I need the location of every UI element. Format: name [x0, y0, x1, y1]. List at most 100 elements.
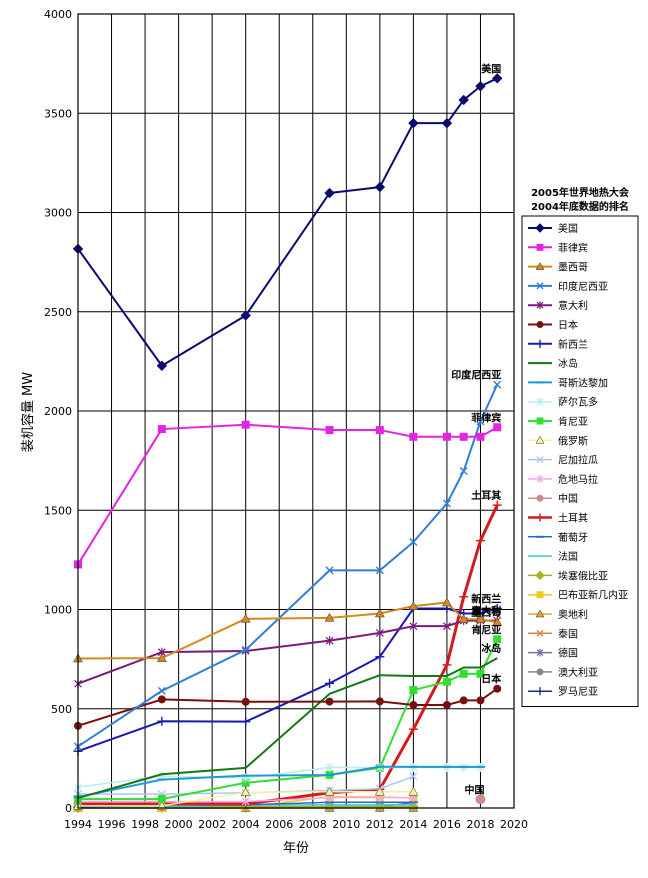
legend-label: 土耳其 [558, 512, 588, 525]
series-layer [74, 74, 502, 813]
legend-label: 澳大利亚 [558, 666, 598, 679]
y-tick-label: 3500 [44, 107, 72, 120]
legend-label: 萨尔瓦多 [558, 396, 598, 409]
series-16 [74, 501, 502, 809]
series-line [78, 689, 497, 726]
legend-label: 美国 [558, 222, 578, 235]
data-point [242, 698, 249, 705]
annotation-label: 土耳其 [471, 489, 501, 502]
axes: 0 500 1000 1500 2000 2500 3000 3500 4000 1994 1996… [44, 8, 528, 831]
data-point [460, 670, 467, 677]
y-axis-label: 装机容量 MW [20, 372, 36, 452]
legend-label: 肯尼亚 [558, 415, 588, 428]
data-point [326, 427, 333, 434]
x-tick-label: 2016 [433, 818, 461, 831]
data-point [537, 669, 543, 675]
legend-label: 巴布亚新几内亚 [558, 589, 628, 602]
data-point [241, 717, 250, 726]
legend-title: 2005年世界地热大会 [531, 186, 629, 199]
data-point [325, 679, 334, 688]
series-line [78, 505, 497, 804]
data-point [537, 244, 543, 250]
data-point [376, 427, 383, 434]
data-point [158, 696, 165, 703]
legend: 2005年世界地热大会2004年底数据的排名美国菲律宾墨西哥印度尼西亚意大利日本… [522, 186, 638, 707]
legend-subtitle: 2004年底数据的排名 [531, 200, 629, 213]
x-tick-label: 1994 [64, 818, 92, 831]
data-point [443, 701, 450, 708]
data-point [494, 636, 501, 643]
data-point [410, 701, 417, 708]
legend-label: 泰国 [558, 627, 578, 640]
legend-label: 哥斯达黎加 [558, 376, 608, 389]
series-line [78, 78, 497, 365]
series-5 [75, 616, 501, 688]
y-tick-label: 500 [51, 703, 72, 716]
x-axis-label: 年份 [283, 841, 309, 856]
annotation-label: 肯尼亚 [471, 623, 501, 636]
data-point [477, 697, 484, 704]
x-tick-label: 2014 [399, 818, 427, 831]
x-tick-label: 1996 [98, 818, 126, 831]
legend-label: 危地马拉 [558, 473, 598, 486]
data-point [326, 698, 333, 705]
legend-label: 意大利 [558, 299, 588, 312]
data-point [459, 592, 468, 601]
legend-label: 墨西哥 [558, 262, 588, 274]
y-tick-label: 2500 [44, 306, 72, 319]
data-point [242, 421, 249, 428]
data-point [537, 592, 543, 598]
x-tick-label: 2018 [466, 818, 494, 831]
data-point [494, 685, 501, 692]
annotation-label: 意大利 [471, 605, 501, 618]
legend-label: 冰岛 [558, 357, 578, 370]
y-tick-label: 3000 [44, 207, 72, 220]
legend-label: 罗马尼亚 [558, 686, 598, 698]
data-point [410, 687, 417, 694]
legend-label: 新西兰 [558, 338, 588, 351]
data-point [476, 536, 485, 545]
x-tick-label: 2004 [232, 818, 260, 831]
data-point [158, 426, 165, 433]
legend-label: 印度尼西亚 [558, 280, 608, 293]
legend-label: 日本 [558, 319, 578, 332]
series-line [78, 621, 497, 684]
annotation-label: 冰岛 [481, 642, 501, 655]
y-tick-label: 1500 [44, 504, 72, 517]
y-tick-label: 4000 [44, 8, 72, 21]
data-point [537, 495, 543, 501]
legend-label: 中国 [558, 492, 578, 505]
series-line [78, 425, 497, 565]
data-point [409, 119, 418, 128]
legend-label: 尼加拉瓜 [558, 454, 598, 467]
annotation-label: 菲律宾 [471, 411, 501, 424]
data-point [460, 433, 467, 440]
series-2 [75, 421, 501, 568]
data-point [537, 322, 543, 328]
y-tick-label: 1000 [44, 604, 72, 617]
legend-label: 俄罗斯 [558, 434, 588, 447]
x-tick-label: 2000 [165, 818, 193, 831]
annotation-label: 中国 [464, 783, 484, 796]
legend-label: 葡萄牙 [558, 531, 588, 544]
y-tick-label: 0 [65, 802, 72, 815]
data-point [410, 433, 417, 440]
data-point [460, 697, 467, 704]
data-point [443, 678, 450, 685]
data-point [158, 796, 165, 803]
annotation-label: 印度尼西亚 [451, 369, 501, 382]
x-tick-label: 2010 [332, 818, 360, 831]
legend-label: 奥地利 [558, 608, 588, 621]
data-point [537, 418, 543, 424]
annotation-label: 日本 [481, 673, 502, 686]
x-tick-label: 2006 [265, 818, 293, 831]
x-tick-label: 2020 [500, 818, 528, 831]
series-1 [74, 74, 502, 370]
data-point [376, 698, 383, 705]
data-point [158, 687, 165, 694]
annotation-label: 美国 [481, 62, 501, 75]
data-point [157, 717, 166, 726]
legend-label: 埃塞俄比亚 [558, 569, 608, 582]
